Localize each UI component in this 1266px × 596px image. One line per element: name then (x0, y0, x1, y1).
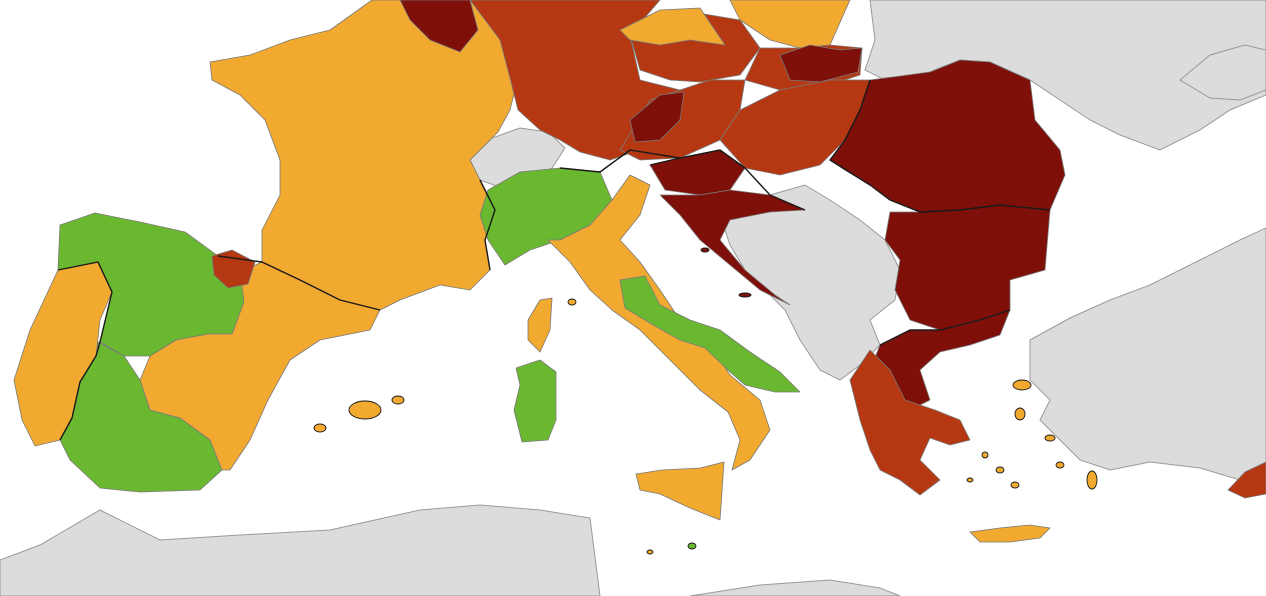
aegean-island-8 (1010, 481, 1020, 489)
libya-egypt-coast (689, 579, 901, 596)
slovakia-dark (779, 44, 863, 83)
belgium (399, 0, 479, 53)
ibiza (313, 423, 327, 433)
north-africa (0, 504, 601, 596)
islands (313, 247, 1098, 555)
italy-central-green (619, 275, 801, 393)
mallorca (348, 400, 382, 420)
aegean-island-2 (1014, 407, 1026, 421)
aegean-island-1 (1012, 379, 1032, 391)
aegean-island-3 (1086, 470, 1098, 490)
elba (567, 298, 577, 306)
croatian-island-2 (700, 247, 710, 253)
border-france-italy (479, 179, 496, 271)
austria-dark (629, 91, 685, 143)
border-romania (829, 79, 1051, 213)
croatia (659, 189, 806, 306)
greece-south (849, 349, 971, 496)
border-bulgaria-greece (879, 309, 1011, 346)
border-portugal-spain (57, 261, 113, 441)
crimea (1179, 44, 1266, 101)
sicily (635, 461, 725, 521)
turkey (1029, 227, 1266, 481)
aegean-island-6 (995, 466, 1005, 474)
menorca (391, 395, 405, 405)
sardinia (513, 359, 557, 443)
czechia-orange (619, 7, 726, 46)
lampedusa (687, 542, 697, 550)
aegean-island-9 (966, 477, 974, 483)
aegean-island-7 (981, 451, 989, 459)
aegean-island-4 (1044, 434, 1056, 442)
border-spain-france (217, 255, 381, 311)
crete (969, 524, 1051, 543)
corsica (527, 297, 553, 353)
germany (469, 0, 681, 161)
aegean-island-5 (1055, 461, 1065, 469)
border-croatia (649, 149, 806, 211)
malta (646, 549, 654, 555)
croatian-island-1 (738, 292, 752, 298)
cyprus (1227, 461, 1266, 499)
country-borders (57, 79, 1051, 441)
